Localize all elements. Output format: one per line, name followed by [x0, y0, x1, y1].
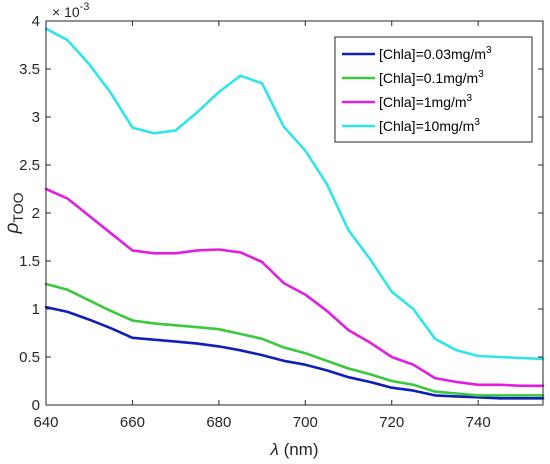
x-tick-label: 700 [293, 414, 318, 431]
x-tick-label: 740 [466, 414, 491, 431]
series-line-3 [44, 187, 545, 388]
x-tick-label: 660 [120, 414, 145, 431]
legend-label-1: [Chla]=0.03mg/m3 [379, 45, 492, 62]
x-axis-symbol: λ [269, 440, 278, 459]
x-tick-label: 640 [33, 414, 58, 431]
y-tick-label: 3 [32, 109, 40, 126]
y-tick-label: 2 [32, 205, 40, 222]
y-tick-label: 2.5 [19, 157, 40, 174]
axes: 640 660 680 700 720 740 0 0.5 1 1.5 2 2.5 3 3.5 4 [19, 13, 544, 431]
y-axis-label: ρTOO [2, 192, 26, 234]
y-tick-label: 0.5 [19, 349, 40, 366]
x-axis-unit: (nm) [279, 440, 319, 459]
y-tick-label: 4 [32, 13, 40, 30]
legend-label-4: [Chla]=10mg/m3 [379, 117, 480, 134]
legend-label-3: [Chla]=1mg/m3 [379, 93, 473, 110]
x-axis-label: λ (nm) [269, 440, 318, 459]
y-tick-label: 3.5 [19, 61, 40, 78]
series-line-2 [44, 282, 545, 397]
y-axis-subscript: TOO [10, 192, 26, 222]
legend: [Chla]=0.03mg/m3 [Chla]=0.1mg/m3 [Chla]=1m… [334, 36, 533, 143]
x-tick-label: 680 [206, 414, 231, 431]
y-axis-symbol: ρ [2, 222, 23, 234]
y-tick-label: 1.5 [19, 253, 40, 270]
y-tick-label: 0 [32, 397, 40, 414]
x-tick-label: 720 [379, 414, 404, 431]
y-axis-exponent-power: -3 [80, 1, 90, 13]
plot-area [44, 27, 545, 400]
y-axis-exponent: × 10-3 [52, 1, 89, 20]
y-axis-exponent-base: × 10 [52, 4, 80, 20]
y-tick-label: 1 [32, 301, 40, 318]
legend-label-2: [Chla]=0.1mg/m3 [379, 69, 484, 86]
series-line-4 [44, 27, 545, 361]
series-line-1 [44, 305, 545, 400]
